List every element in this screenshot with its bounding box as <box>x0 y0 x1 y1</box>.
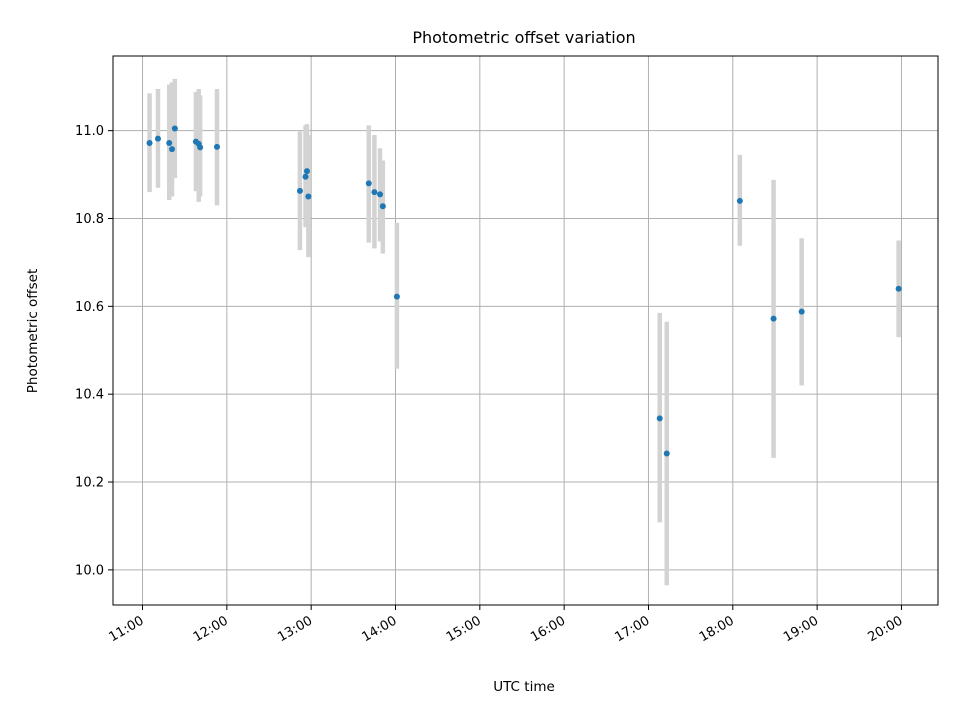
data-point <box>895 285 902 292</box>
y-tick-label: 10.0 <box>75 563 104 578</box>
data-point <box>171 125 178 132</box>
data-point <box>371 189 378 196</box>
data-point <box>305 193 312 200</box>
data-point <box>197 144 204 151</box>
data-point <box>146 139 153 146</box>
data-point <box>798 308 805 315</box>
data-point <box>736 197 743 204</box>
data-point <box>303 168 310 175</box>
y-tick-label: 10.4 <box>75 388 104 403</box>
data-points <box>146 125 902 457</box>
data-point <box>296 187 303 194</box>
data-point <box>365 180 372 187</box>
plot-frame <box>112 55 939 606</box>
y-tick-label: 10.2 <box>75 476 104 491</box>
data-point <box>663 450 670 457</box>
data-point <box>214 143 221 150</box>
y-axis-ticks: 10.0 10.2 10.4 10.6 10.8 11.0 <box>75 124 113 578</box>
y-tick-label: 11.0 <box>75 124 104 139</box>
data-point <box>656 415 663 422</box>
data-point <box>377 191 384 198</box>
data-point <box>166 139 173 146</box>
data-point <box>302 173 309 180</box>
data-point <box>770 315 777 322</box>
y-tick-label: 10.6 <box>75 300 104 315</box>
y-axis-label: Photometric offset <box>25 269 41 393</box>
data-point <box>393 293 400 300</box>
data-point <box>154 135 161 142</box>
data-point <box>169 146 176 153</box>
data-point <box>379 203 386 210</box>
y-tick-label: 10.8 <box>75 212 104 227</box>
chart-title: Photometric offset variation <box>412 28 635 47</box>
grid <box>113 56 938 605</box>
x-axis-label: UTC time <box>493 679 555 695</box>
